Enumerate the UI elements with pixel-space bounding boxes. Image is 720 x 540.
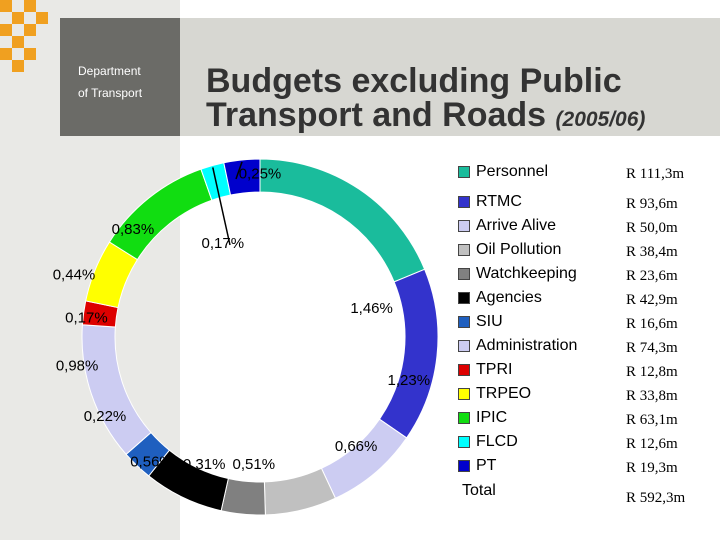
leader-line xyxy=(212,167,231,246)
legend-item: Arrive Alive R 50,0m xyxy=(456,214,720,238)
data-label: 0,31% xyxy=(183,456,226,473)
data-label: 0,98% xyxy=(56,358,99,375)
legend-amount: R 50,0m xyxy=(626,220,678,236)
legend-amount: R 12,6m xyxy=(626,436,678,452)
decor-square xyxy=(0,24,12,36)
legend-total-label: Total xyxy=(462,482,496,499)
donut-slice-arrive-alive xyxy=(320,418,408,499)
donut-slice-watchkeeping xyxy=(220,477,266,516)
data-label: 0,51% xyxy=(233,456,276,473)
legend-swatch xyxy=(458,166,470,178)
legend-amount: R 74,3m xyxy=(626,340,678,356)
legend-item: SIU R 16,6m xyxy=(456,310,720,334)
decor-square xyxy=(0,48,12,60)
data-label: 0,66% xyxy=(335,438,378,455)
decor-square xyxy=(0,0,12,12)
department-box xyxy=(60,18,180,136)
decor-square xyxy=(36,12,48,24)
leader-line xyxy=(235,161,243,180)
decor-square xyxy=(12,36,24,48)
data-label: 0,56% xyxy=(130,454,173,471)
data-label: 1,46% xyxy=(350,300,393,317)
legend-swatch xyxy=(458,364,470,376)
legend-label: TRPEO xyxy=(476,385,532,402)
legend-amount: R 19,3m xyxy=(626,460,678,476)
donut-chart: 0,25% 1,46% 1,23% 0,66% 0,51% 0,31% 0,56% 0,22%… xyxy=(53,158,439,516)
data-label: 0,25% xyxy=(239,166,282,183)
department-label-line2: of Transport xyxy=(78,86,143,100)
title-main: Budgets excluding Public Transport and R… xyxy=(206,62,622,134)
decor-square xyxy=(12,12,24,24)
legend-swatch xyxy=(458,436,470,448)
legend-label: Agencies xyxy=(476,289,542,306)
data-label: 0,17% xyxy=(202,235,245,252)
data-label: 0,44% xyxy=(53,266,96,283)
decor-square xyxy=(24,48,36,60)
legend-swatch xyxy=(458,292,470,304)
legend-item: RTMC R 93,6m xyxy=(456,190,720,214)
legend-swatch xyxy=(458,196,470,208)
legend-item: IPIC R 63,1m xyxy=(456,406,720,430)
legend-swatch xyxy=(458,268,470,280)
data-label: 0,83% xyxy=(112,221,155,238)
donut-slice-rtmc xyxy=(378,268,439,439)
decor-square xyxy=(12,60,24,72)
donut-slice-oil-pollution xyxy=(263,467,337,516)
legend-item: TRPEO R 33,8m xyxy=(456,382,720,406)
legend-item: Oil Pollution R 38,4m xyxy=(456,238,720,262)
legend-amount: R 23,6m xyxy=(626,268,678,284)
legend-item: Administration R 74,3m xyxy=(456,334,720,358)
legend-swatch xyxy=(458,388,470,400)
page-title: Budgets excluding Public Transport and R… xyxy=(206,64,716,137)
legend-label: Arrive Alive xyxy=(476,217,557,234)
legend-item: Agencies R 42,9m xyxy=(456,286,720,310)
donut-slice-administration xyxy=(81,324,152,456)
legend-label: Oil Pollution xyxy=(476,241,562,258)
legend-amount: R 42,9m xyxy=(626,292,678,308)
legend-amount: R 12,8m xyxy=(626,364,678,380)
legend-label: Watchkeeping xyxy=(476,265,577,282)
decorative-squares xyxy=(0,0,60,80)
title-year: (2005/06) xyxy=(555,108,646,131)
legend-swatch xyxy=(458,340,470,352)
legend-label: PT xyxy=(476,457,497,474)
legend-label: Administration xyxy=(476,337,578,354)
legend-swatch xyxy=(458,316,470,328)
legend-label: IPIC xyxy=(476,409,508,426)
legend-item: Watchkeeping R 23,6m xyxy=(456,262,720,286)
data-label: 0,22% xyxy=(84,408,127,425)
legend-swatch xyxy=(458,244,470,256)
legend-swatch xyxy=(458,412,470,424)
legend-swatch xyxy=(458,220,470,232)
legend-label: SIU xyxy=(476,313,503,330)
donut-slice-ipic xyxy=(108,168,213,261)
legend-amount: R 33,8m xyxy=(626,388,678,404)
data-label: 0,17% xyxy=(65,310,108,327)
legend-amount: R 16,6m xyxy=(626,316,678,332)
legend-label: TPRI xyxy=(476,361,513,378)
legend-amount: R 38,4m xyxy=(626,244,678,260)
legend-item: TPRI R 12,8m xyxy=(456,358,720,382)
legend-amount: R 111,3m xyxy=(626,166,685,182)
legend-label: FLCD xyxy=(476,433,518,450)
legend-item: FLCD R 12,6m xyxy=(456,430,720,454)
decor-square xyxy=(24,24,36,36)
donut-slice-personnel xyxy=(259,158,426,283)
legend-swatch xyxy=(458,460,470,472)
legend-item: Personnel R 111,3m xyxy=(456,160,720,184)
legend-amount: R 63,1m xyxy=(626,412,678,428)
decor-square xyxy=(24,0,36,12)
legend-label: Personnel xyxy=(476,163,549,180)
legend-total-amount: R 592,3m xyxy=(626,490,686,506)
data-label: 1,23% xyxy=(388,372,431,389)
donut-slice-pt xyxy=(223,158,261,196)
legend-amount: R 93,6m xyxy=(626,196,678,212)
legend-item: PT R 19,3m xyxy=(456,454,720,478)
legend-label: RTMC xyxy=(476,193,522,210)
department-label-line1: Department xyxy=(78,64,141,78)
